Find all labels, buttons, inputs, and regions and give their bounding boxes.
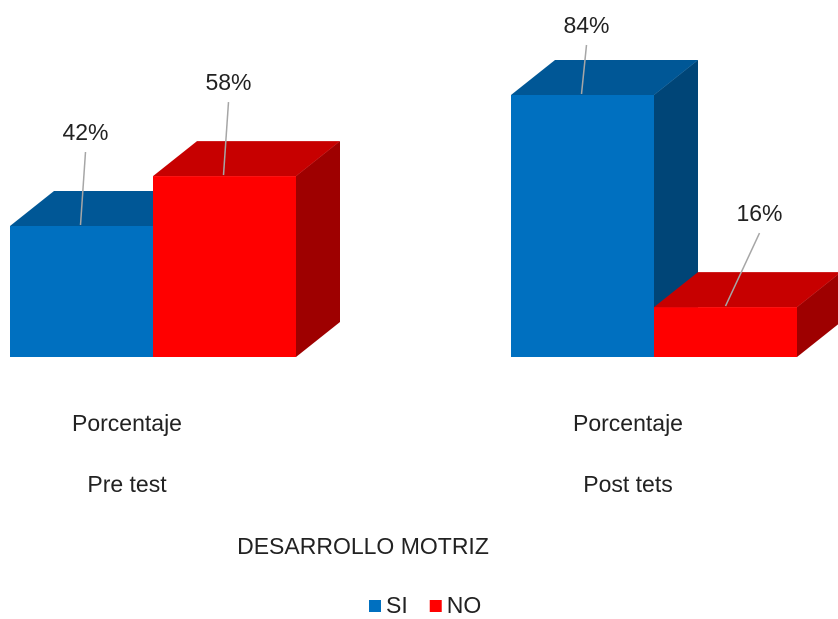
data-label: 42%: [62, 119, 108, 145]
bar-top: [153, 141, 340, 177]
x-tick-label: Post tets: [583, 471, 672, 497]
leader-line: [79, 151, 87, 226]
legend-label: SI: [386, 592, 408, 618]
leader-line: [222, 102, 230, 176]
bar-top: [10, 191, 197, 226]
legend-swatch: [429, 600, 442, 612]
bar-side: [797, 274, 838, 357]
bar: [511, 95, 654, 357]
x-tick-label: Pre test: [87, 471, 167, 497]
data-label: 84%: [563, 12, 609, 38]
bar-top: [654, 272, 838, 308]
bar-side: [296, 141, 340, 357]
legend-swatch: [369, 600, 381, 612]
bar: [654, 307, 797, 357]
data-label: 16%: [736, 200, 782, 226]
bar-top: [511, 60, 698, 95]
data-label: 58%: [205, 69, 251, 95]
bar: [153, 176, 296, 357]
bar: [10, 226, 153, 357]
leader-line: [580, 44, 588, 95]
x-axis-title: DESARROLLO MOTRIZ: [237, 533, 489, 559]
x-tick-label: Porcentaje: [573, 410, 683, 436]
x-tick-label: Porcentaje: [72, 410, 182, 436]
legend-label: NO: [447, 592, 482, 618]
leader-line: [724, 232, 761, 307]
